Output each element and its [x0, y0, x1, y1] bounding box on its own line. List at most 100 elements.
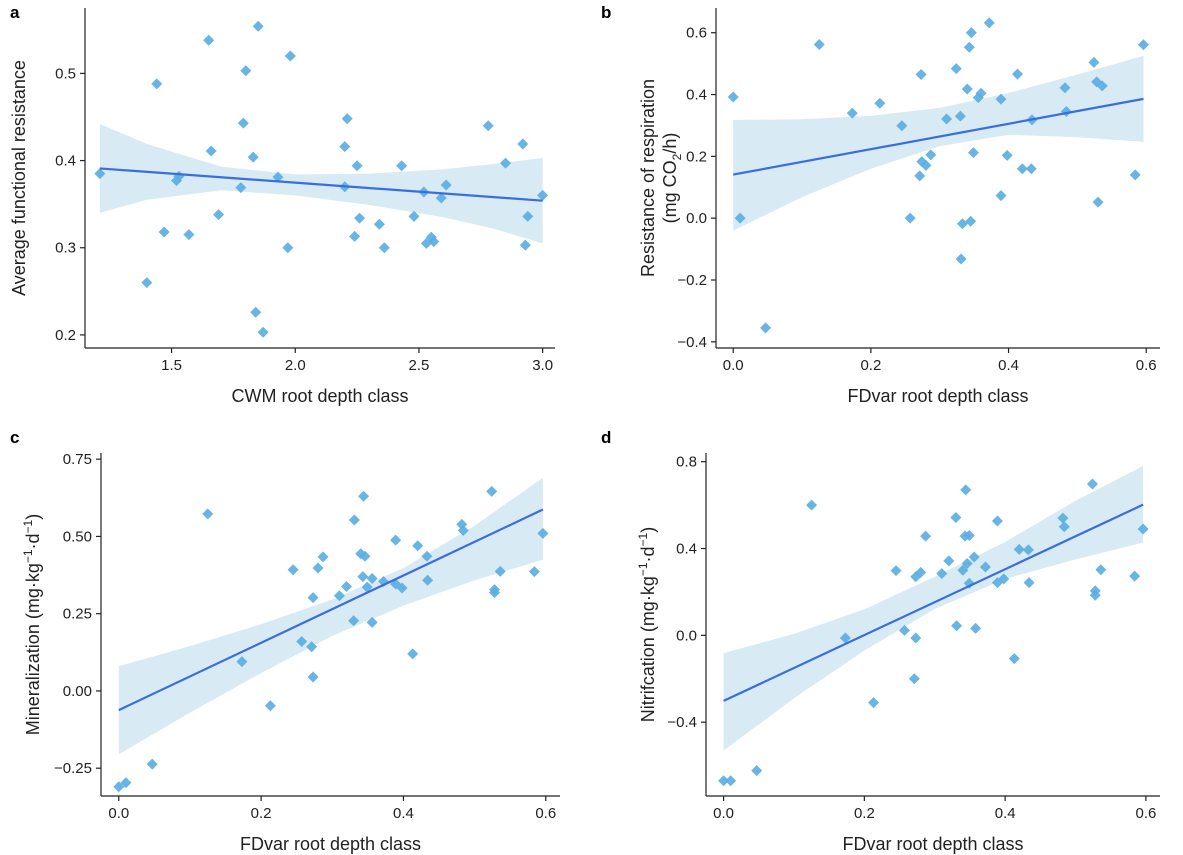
chart-d-point-4	[839, 632, 851, 644]
chart-c-point-13	[333, 590, 345, 602]
chart-c-y-tick-label: 0.50	[63, 528, 92, 545]
chart-b-x-tick-label: 0.6	[1136, 357, 1157, 374]
chart-b-regression-line	[733, 97, 1144, 176]
chart-a-point-21	[339, 141, 351, 153]
chart-c-point-15	[348, 615, 360, 627]
chart-a-y-tick-label: 0.4	[55, 153, 76, 170]
chart-c-point-7	[296, 635, 308, 647]
chart-a-point-7	[203, 34, 215, 46]
chart-a-point-31	[420, 237, 432, 249]
chart-a-point-28	[396, 160, 408, 172]
chart-d-point-35	[1086, 478, 1098, 490]
chart-a-point-24	[351, 160, 363, 172]
chart-c-point-9	[307, 671, 319, 683]
chart-d-point-33	[1057, 512, 1069, 524]
chart-a-y-tick-label: 0.5	[55, 65, 76, 82]
chart-b-point-37	[1092, 196, 1104, 208]
chart-a-point-25	[354, 212, 366, 224]
chart-b-y-tick-label: 0.4	[686, 87, 707, 104]
chart-c-point-19	[358, 490, 370, 502]
chart-c-point-4	[236, 656, 248, 668]
chart-a-point-6	[183, 229, 195, 241]
chart-c-point-37	[494, 565, 506, 577]
chart-d-point-38	[1095, 564, 1107, 576]
chart-a-x-axis-label: CWM root depth class	[231, 386, 408, 406]
chart-c-point-36	[489, 587, 501, 599]
chart-c-y-axis-label: Mineralization (mg·kg−1·d−1)	[21, 514, 43, 735]
chart-a-point-9	[213, 209, 225, 221]
chart-c-point-8	[306, 641, 318, 653]
chart-c-point-23	[366, 572, 378, 584]
chart-a-point-35	[440, 179, 452, 191]
chart-d-x-tick-label: 0.0	[713, 805, 734, 822]
chart-d-x-tick-label: 0.4	[995, 805, 1016, 822]
chart-c-point-2	[146, 758, 158, 770]
chart-b-point-12	[925, 149, 937, 161]
chart-d-point-0	[718, 775, 730, 787]
chart-c-point-39	[537, 527, 549, 539]
chart-d-point-40	[1137, 523, 1149, 535]
chart-d-point-39	[1129, 570, 1141, 582]
chart-d-point-2	[751, 765, 763, 777]
chart-c-point-14	[341, 580, 353, 592]
chart-b-point-22	[967, 147, 979, 159]
chart-d-point-23	[968, 551, 980, 563]
chart-d-y-tick-label: 0.8	[676, 454, 697, 471]
chart-b-point-8	[914, 170, 926, 182]
chart-b-point-1	[734, 212, 746, 224]
chart-d-y-axis-label: Nitrifcation (mg·kg−1·d−1)	[636, 527, 658, 722]
chart-d-point-14	[943, 555, 955, 567]
chart-b-point-9	[915, 68, 927, 80]
chart-c-regression-line	[118, 508, 544, 712]
chart-c-point-28	[407, 648, 419, 660]
chart-b-point-6	[896, 120, 908, 132]
chart-c: c 0.0 0.2 0.4 0.6 −0.25 0.00 0.25 0.50 0.75 FDvar …	[10, 428, 560, 854]
chart-b-point-29	[1012, 68, 1024, 80]
chart-b-confidence-band	[733, 55, 1144, 231]
chart-d-point-19	[960, 484, 972, 496]
chart-b-point-31	[1025, 163, 1037, 175]
chart-d-point-3	[806, 499, 818, 511]
panel-b: b 0.0 0.2 0.4 0.6 −0.4 −0.2 0.0 0.2 0.4 0.6 FDvar r…	[591, 0, 1183, 427]
chart-a-y-tick-label: 0.2	[55, 327, 76, 344]
chart-d-regression-line	[723, 503, 1144, 702]
chart-b-panel-label: b	[601, 3, 611, 22]
chart-d-y-tick-label: −0.4	[667, 714, 697, 731]
chart-b-x-tick-label: 0.4	[998, 357, 1019, 374]
chart-a-point-27	[378, 242, 390, 254]
chart-c-point-3	[202, 508, 214, 520]
chart-d-point-8	[908, 673, 920, 685]
chart-a-y-tick-label: 0.3	[55, 240, 76, 257]
chart-c-point-27	[396, 582, 408, 594]
chart-b-y-tick-label: 0.2	[686, 148, 707, 165]
chart-c-point-25	[390, 534, 402, 546]
chart-d-point-1	[725, 775, 737, 787]
chart-c-y-tick-label: 0.00	[63, 683, 92, 700]
chart-d-point-21	[963, 529, 975, 541]
chart-d-x-tick-label: 0.2	[854, 805, 875, 822]
chart-b-point-35	[1088, 56, 1100, 68]
chart-d-point-28	[998, 573, 1010, 585]
chart-a-point-3	[158, 226, 170, 238]
chart-a-point-26	[373, 218, 385, 230]
chart-a-x-tick-label: 2.0	[285, 357, 306, 374]
chart-b-y-tick-label: 0.6	[686, 25, 707, 42]
chart-b-point-15	[954, 110, 966, 122]
chart-c-point-20	[359, 550, 371, 562]
chart-d-point-32	[1023, 577, 1035, 589]
chart-d-point-11	[915, 566, 927, 578]
chart-c-x-tick-label: 0.4	[393, 805, 414, 822]
chart-d-point-5	[868, 697, 880, 709]
chart-b-y-tick-label: −0.2	[677, 272, 707, 289]
chart-a-point-41	[537, 189, 549, 201]
chart-b-point-25	[983, 17, 995, 29]
chart-b-point-3	[813, 38, 825, 50]
chart-a-x-tick-label: 3.0	[532, 357, 553, 374]
chart-a-point-18	[282, 242, 294, 254]
chart-a-point-1	[141, 277, 153, 289]
chart-d-point-20	[961, 557, 973, 569]
chart-c-point-10	[307, 592, 319, 604]
chart-c-confidence-band	[118, 477, 543, 755]
chart-d-point-29	[1008, 653, 1020, 665]
chart-c-point-6	[287, 564, 299, 576]
